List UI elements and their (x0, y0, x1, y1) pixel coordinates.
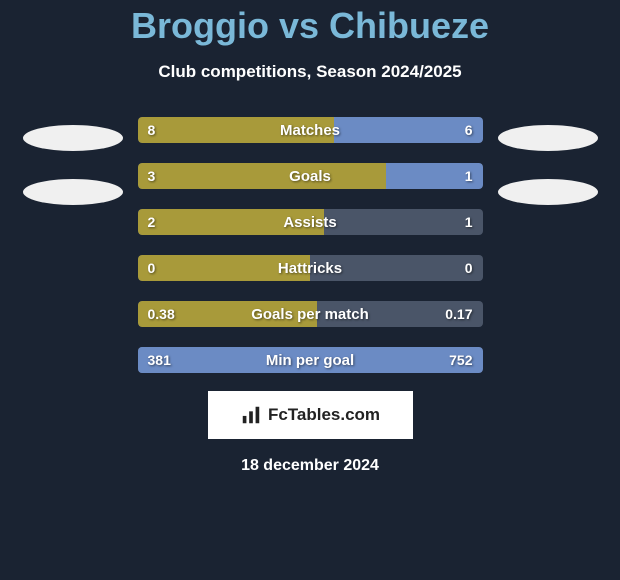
right-player-ellipse-2 (498, 179, 598, 205)
stat-right-value: 752 (449, 352, 472, 368)
stats-bars-column: 8 Matches 6 3 Goals 1 2 Assists 1 0 Hatt… (138, 117, 483, 373)
stat-label: Hattricks (278, 260, 342, 277)
stat-row-assists: 2 Assists 1 (138, 209, 483, 235)
right-ellipse-column (498, 117, 598, 205)
stat-right-fill (334, 117, 482, 143)
left-player-ellipse-2 (23, 179, 123, 205)
left-player-ellipse-1 (23, 125, 123, 151)
snapshot-date: 18 december 2024 (241, 457, 379, 475)
stat-left-value: 3 (148, 168, 156, 184)
stat-row-goals-per-match: 0.38 Goals per match 0.17 (138, 301, 483, 327)
stat-left-value: 0.38 (148, 306, 175, 322)
stat-row-matches: 8 Matches 6 (138, 117, 483, 143)
fctables-logo-box[interactable]: FcTables.com (208, 391, 413, 439)
bar-chart-icon (240, 404, 262, 426)
stat-right-value: 1 (465, 168, 473, 184)
stat-right-value: 1 (465, 214, 473, 230)
stat-label: Goals per match (251, 306, 369, 323)
stat-left-value: 2 (148, 214, 156, 230)
stat-label: Goals (289, 168, 331, 185)
left-ellipse-column (23, 117, 123, 205)
stat-label: Min per goal (266, 352, 354, 369)
stat-row-min-per-goal: 381 Min per goal 752 (138, 347, 483, 373)
fctables-logo-text: FcTables.com (268, 405, 380, 425)
comparison-subtitle: Club competitions, Season 2024/2025 (158, 62, 461, 82)
stat-label: Assists (283, 214, 336, 231)
stat-right-value: 0.17 (445, 306, 472, 322)
stat-left-value: 381 (148, 352, 171, 368)
comparison-title: Broggio vs Chibueze (131, 5, 489, 47)
stat-right-value: 0 (465, 260, 473, 276)
stat-row-hattricks: 0 Hattricks 0 (138, 255, 483, 281)
stat-row-goals: 3 Goals 1 (138, 163, 483, 189)
stat-label: Matches (280, 122, 340, 139)
stat-right-value: 6 (465, 122, 473, 138)
right-player-ellipse-1 (498, 125, 598, 151)
stat-left-value: 0 (148, 260, 156, 276)
stat-left-value: 8 (148, 122, 156, 138)
stat-left-fill (138, 163, 386, 189)
content-area: 8 Matches 6 3 Goals 1 2 Assists 1 0 Hatt… (0, 117, 620, 373)
